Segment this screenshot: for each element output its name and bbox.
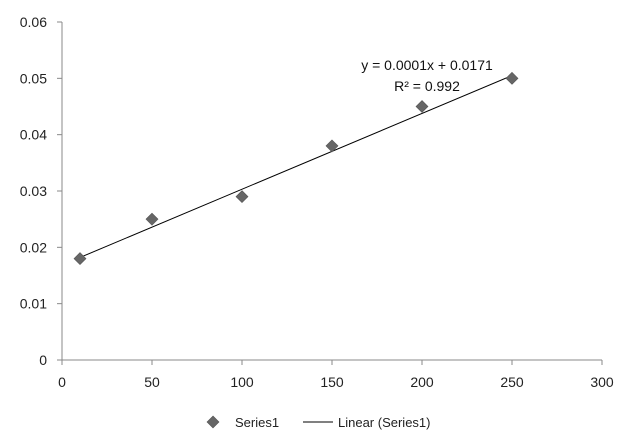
- legend-trendline: Linear (Series1): [338, 415, 431, 430]
- x-tick-label: 0: [58, 374, 66, 390]
- data-point: [325, 139, 339, 153]
- legend-series1: Series1: [235, 415, 279, 430]
- x-tick-label: 300: [590, 374, 614, 390]
- x-tick-label: 100: [230, 374, 254, 390]
- y-tick-label: 0.06: [20, 14, 47, 30]
- trendline-r-squared: R² = 0.992: [394, 78, 460, 94]
- x-tick-label: 150: [320, 374, 344, 390]
- y-tick-label: 0.01: [20, 296, 47, 312]
- data-point: [145, 212, 159, 226]
- linear-trendline: [79, 75, 513, 258]
- legend: Series1 Linear (Series1): [206, 415, 431, 430]
- data-point: [73, 252, 87, 266]
- trendline-equation: y = 0.0001x + 0.0171: [361, 57, 493, 73]
- x-tick-label: 50: [144, 374, 160, 390]
- y-tick-label: 0.05: [20, 70, 47, 86]
- data-points: [73, 71, 519, 266]
- y-tick-label: 0.03: [20, 183, 47, 199]
- legend-diamond-marker: [206, 415, 220, 429]
- y-tick-label: 0.04: [20, 127, 47, 143]
- x-tick-label: 200: [410, 374, 434, 390]
- x-axis-ticks: 0 50 100 150 200 250 300: [58, 360, 614, 390]
- data-point: [235, 190, 249, 204]
- x-tick-label: 250: [500, 374, 524, 390]
- data-point: [505, 71, 519, 85]
- y-tick-label: 0: [39, 352, 47, 368]
- data-point: [415, 100, 429, 113]
- y-tick-label: 0.02: [20, 239, 47, 255]
- y-axis-ticks: 0 0.01 0.02 0.03 0.04 0.05 0.06: [20, 14, 62, 368]
